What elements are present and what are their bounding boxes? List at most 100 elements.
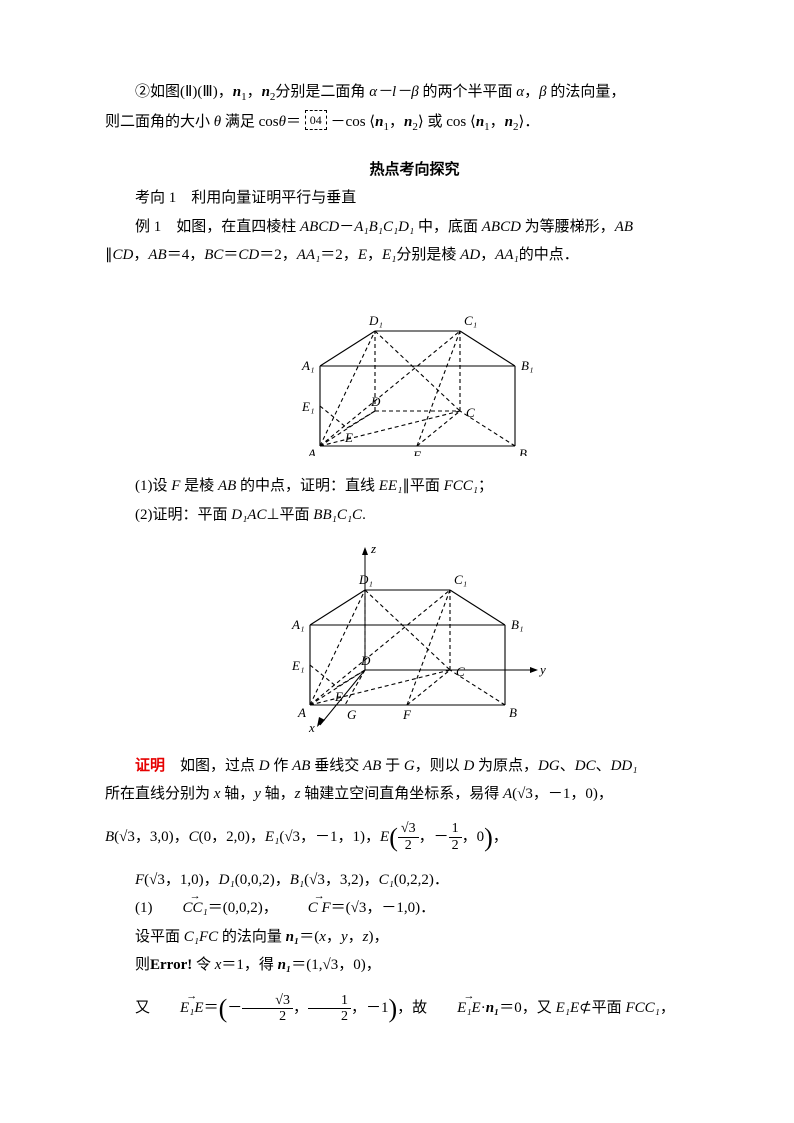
angle: α－l－β [369,84,419,100]
svg-text:D₁: D₁ [368,313,383,328]
ee1: EE₁ [379,478,403,494]
t: 轴， [261,786,295,802]
svg-text:D: D [370,394,381,409]
fcc1: FCC₁ [625,1000,659,1016]
x: x [319,929,326,945]
t: ＝ [286,114,301,130]
svg-text:B₁: B₁ [521,358,533,373]
t: 令 [192,957,215,973]
t: 如图，过点 [165,758,259,774]
t: －cos [331,114,370,130]
t: ＝(1, [291,957,322,973]
t: ， [326,929,341,945]
error-text: Error! [150,957,192,973]
t: (1) [135,900,153,916]
d: D [259,758,270,774]
t: 轴建立空间直角坐标系，易得 [300,786,503,802]
vec-e1e: E₁E [427,992,481,1025]
t: ， [660,1000,675,1016]
n1: n₁ [486,1000,500,1016]
t: ＝1，得 [221,957,277,973]
t: 作 [270,758,293,774]
y: y [341,929,348,945]
svg-text:B: B [509,705,517,720]
t: ∥平面 [402,478,443,494]
n1: n [233,84,241,100]
t: ∥ [105,247,113,263]
t: 则 [135,957,150,973]
bc: BC [204,247,223,263]
aa1: AA₁ [297,247,321,263]
svg-text:z: z [370,541,376,556]
t: 的中点，证明：直线 [236,478,379,494]
A: A [503,786,512,802]
n2: n [262,84,270,100]
ad: AD [460,247,480,263]
e1e: E₁E [556,1000,580,1016]
t: ， [348,929,363,945]
cd: CD [113,247,134,263]
t: ； [478,478,493,494]
t: 或 cos [424,114,470,130]
t: ，则以 [415,758,464,774]
t: ＝2， [320,247,358,263]
beta: β [539,84,546,100]
y: y [254,786,261,802]
t: 分别是二面角 [275,84,369,100]
ab: AB [218,478,236,494]
svg-text:E₁: E₁ [291,658,304,673]
D1: D₁ [219,872,235,888]
s: √3 [119,829,135,845]
t: ＝0，又 [499,1000,555,1016]
question-1: (1)设 F 是棱 AB 的中点，证明：直线 EE₁∥平面 FCC₁； [105,472,724,501]
alpha: α [516,84,524,100]
g: G [404,758,415,774]
d: D [463,758,474,774]
n1: n₁ [286,929,300,945]
t: 又 [135,1000,150,1016]
t: 设平面 [135,929,184,945]
t: 是棱 [180,478,218,494]
t: (2)证明：平面 [135,507,231,523]
proof-line2: 所在直线分别为 x 轴，y 轴，z 轴建立空间直角坐标系，易得 A(√3，－1，… [105,780,724,809]
ab: AB [363,758,381,774]
t: ， [367,247,382,263]
t: ， [480,247,495,263]
proof-label: 证明 [135,758,165,774]
t: ＝ [204,1000,219,1016]
t: ⊥平面 [266,507,313,523]
t: ＝(0,0,2)， [208,900,278,916]
t: ＝4， [167,247,205,263]
vec-cc1: CC₁ [153,894,208,923]
t: ，－1,0)． [366,900,435,916]
e1: E₁ [382,247,396,263]
t: ， [247,84,262,100]
t: (1)设 [135,478,171,494]
proof-line6: 设平面 C₁FC 的法向量 n₁＝(x，y，z)， [105,923,724,952]
svg-text:A₁: A₁ [301,358,314,373]
proof-line7: 则Error! 令 x＝1，得 n₁＝(1,√3，0)， [105,951,724,980]
s: √3 [323,957,339,973]
svg-text:C: C [466,405,475,420]
t: ， [524,84,539,100]
s: √3 [401,821,416,836]
svg-text:F: F [412,448,422,456]
vec-e1e: E₁E [150,992,204,1025]
svg-text:x: x [308,720,315,735]
dg: DG [538,758,560,774]
proof-line8: 又E₁E＝(－√32，12，－1)，故E₁E·n₁＝0，又 E₁E⊄平面 FCC… [105,980,724,1037]
proof-line1: 证明 如图，过点 D 作 AB 垂线交 AB 于 G，则以 D 为原点，DG、D… [105,752,724,781]
dd1: DD₁ [611,758,638,774]
t: 垂线交 [310,758,363,774]
c1fc: C₁FC [184,929,218,945]
para2: 则二面角的大小 θ 满足 cosθ＝ 04 －cos ⟨n1，n2⟩ 或 cos… [105,108,724,138]
t: ＝( [331,900,351,916]
cd: CD [238,247,259,263]
svg-text:A: A [297,705,306,720]
t: 例 1 如图，在直四棱柱 [135,219,300,235]
figure-1: ABFA₁B₁D₁C₁DCE₁E [105,276,724,467]
svg-text:G: G [347,707,357,722]
t: ，0)， [338,957,381,973]
s: √3 [351,900,367,916]
n1: n₁ [278,957,292,973]
